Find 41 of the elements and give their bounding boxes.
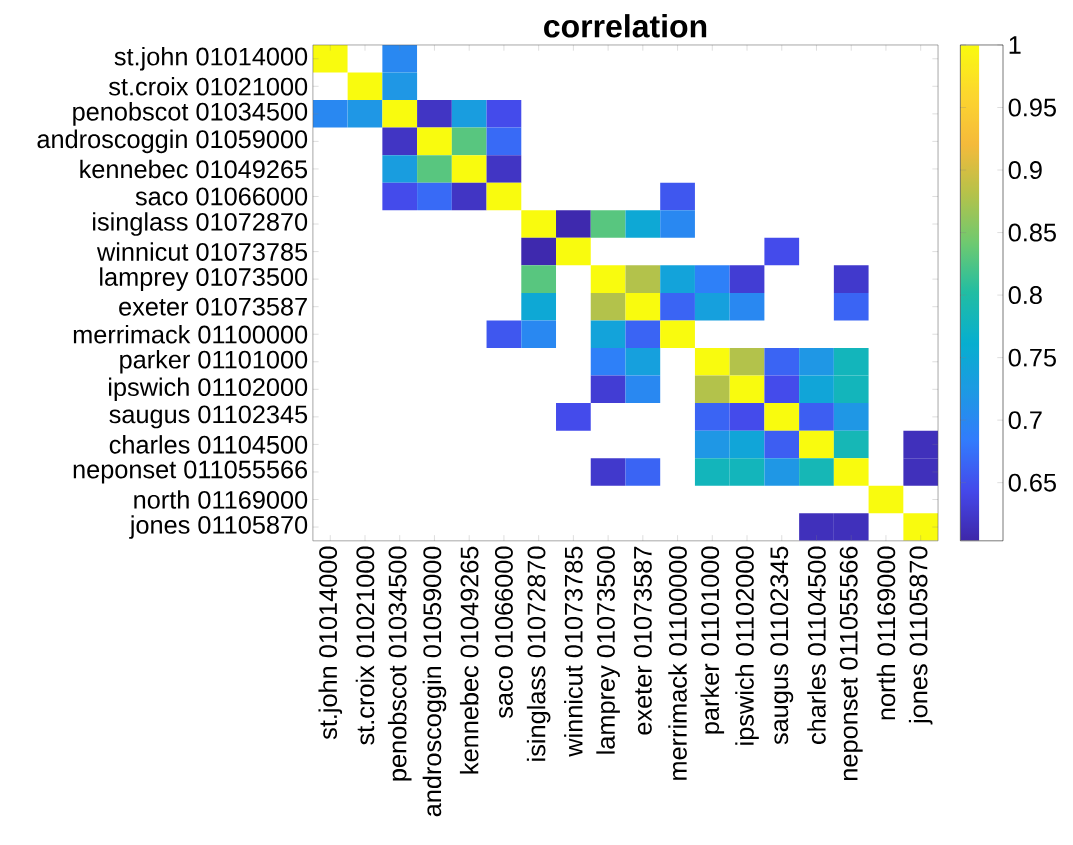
x-tick-label: winnicut 01073785: [564, 546, 583, 757]
y-tick-label: st.john 01014000: [114, 46, 308, 71]
y-tick-label: ipswich 01102000: [109, 377, 308, 402]
y-tick-label: kennebec 01049265: [80, 159, 308, 179]
x-tick-label: lamprey 01073500: [596, 546, 620, 754]
y-tick-label: parker 01101000: [120, 349, 308, 374]
y-tick-label: lamprey 01073500: [100, 267, 308, 291]
y-tick-label: north 01169000: [134, 490, 308, 509]
x-tick-label: isinglass 01072870: [526, 546, 551, 761]
x-tick-label: north 01169000: [876, 546, 896, 720]
y-tick-label: saugus 01102345: [109, 405, 308, 429]
color-bar-label: 0.75: [1008, 348, 1056, 367]
color-bar-label: 0.65: [1008, 473, 1056, 492]
y-tick-label: neponset 011055566: [73, 460, 308, 484]
y-tick-label: androscoggin 01059000: [37, 129, 308, 154]
x-tick-label: exeter 01073587: [633, 546, 652, 735]
color-bar-label: 1: [1009, 36, 1021, 54]
y-tick-label: st.croix 01021000: [108, 76, 308, 96]
y-tick-label: jones 01105870: [129, 515, 308, 539]
y-tick-label: winnicut 01073785: [96, 242, 308, 261]
y-tick-label: charles 01104500: [109, 435, 308, 454]
y-tick-label: saco 01066000: [135, 187, 308, 206]
color-bar-label: 0.85: [1008, 223, 1056, 242]
color-bar-label: 0.95: [1008, 98, 1056, 117]
x-tick-label: saco 01066000: [494, 546, 513, 719]
x-tick-label: jones 01105870: [908, 546, 933, 725]
x-tick-label: kennebec 01049265: [459, 546, 479, 774]
x-tick-label: charles 01104500: [807, 546, 826, 744]
y-tick-label: penobscot 01034500: [73, 102, 308, 126]
x-tick-label: neponset 011055566: [839, 546, 863, 780]
x-tick-label: merrimack 01100000: [668, 546, 687, 780]
y-tick-label: isinglass 01072870: [93, 212, 308, 236]
x-tick-label: ipswich 01102000: [735, 546, 759, 745]
color-bar-label: 0.9: [1008, 161, 1042, 179]
color-bar-label: 0.8: [1008, 286, 1042, 305]
color-bar-label: 0.7: [1008, 411, 1042, 430]
y-tick-label: exeter 01073587: [119, 297, 307, 316]
y-tick-label: merrimack 01100000: [73, 324, 308, 344]
x-tick-label: saugus 01102345: [770, 546, 794, 745]
chart-title: correlation: [544, 14, 707, 38]
x-tick-label: parker 01101000: [700, 546, 725, 734]
